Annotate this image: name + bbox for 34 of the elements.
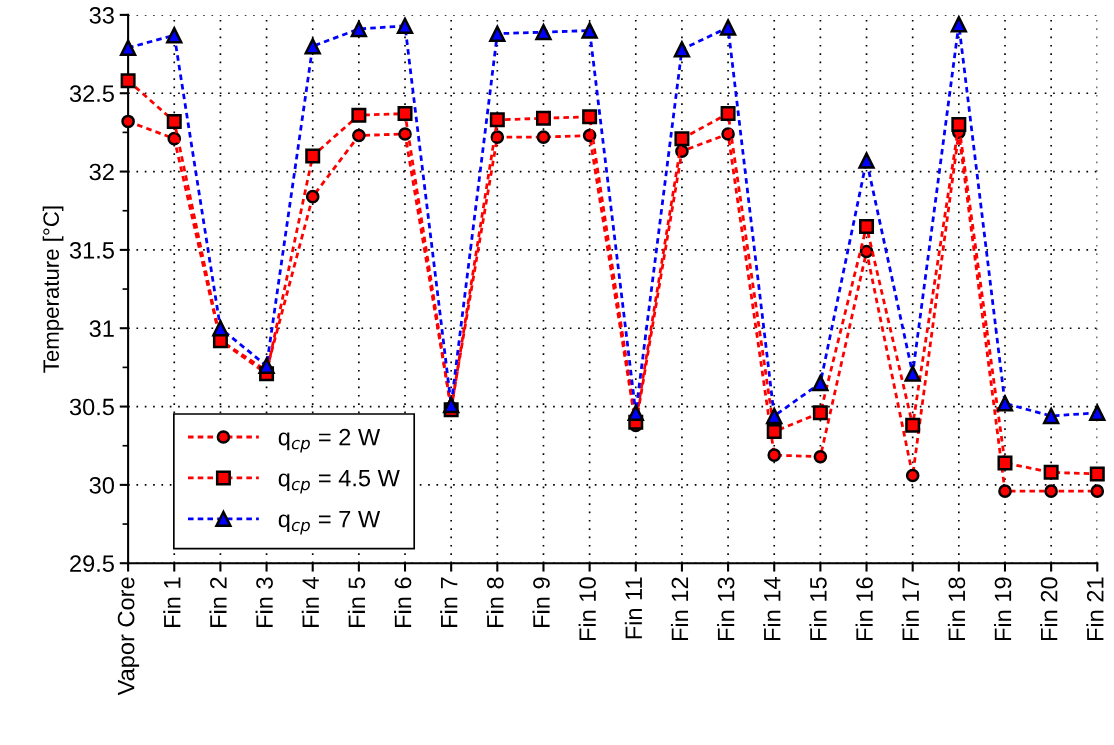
x-tick-label: Fin 21 <box>1086 577 1104 641</box>
x-tick-label: Fin 20 <box>1040 577 1058 641</box>
x-tick-label: Vapor Core <box>117 577 140 696</box>
x-tick-label: Fin 9 <box>532 577 550 627</box>
y-tick-label: 30.5 <box>69 398 114 416</box>
y-tick-label: 33 <box>89 6 114 24</box>
x-tick-label: Fin 3 <box>255 577 273 627</box>
x-tick-label: Fin 16 <box>855 577 873 641</box>
x-tick-label: Fin 4 <box>301 577 319 627</box>
x-tick-label: Fin 6 <box>394 577 412 627</box>
legend-label: q$_{cp}$ = 4.5 W <box>278 469 400 494</box>
x-tick-label: Fin 1 <box>163 577 181 627</box>
y-tick-label: 29.5 <box>70 555 114 573</box>
x-tick-label: Fin 2 <box>209 577 227 627</box>
x-tick-label: Fin 15 <box>809 577 827 641</box>
legend-label: q$_{cp}$ = 7 W <box>278 510 381 535</box>
y-tick-label: 31.5 <box>69 241 114 259</box>
y-tick-label: 31 <box>89 320 114 338</box>
x-tick-label: Fin 13 <box>717 577 735 641</box>
x-tick-label: Fin 14 <box>763 577 781 641</box>
x-tick-label: Fin 17 <box>901 577 919 641</box>
x-tick-label: Fin 5 <box>347 577 366 627</box>
y-tick-label: 32.5 <box>69 85 114 103</box>
x-tick-label: Fin 12 <box>670 577 689 641</box>
x-tick-label: Fin 18 <box>947 577 966 641</box>
x-tick-label: Fin 7 <box>440 577 458 627</box>
x-tick-label: Fin 11 <box>624 577 642 639</box>
x-tick-label: Fin 10 <box>578 577 596 641</box>
x-tick-label: Fin 19 <box>993 577 1012 641</box>
y-axis-title: Temperature [°C] <box>42 206 64 373</box>
x-tick-label: Fin 8 <box>486 577 504 627</box>
y-tick-label: 32 <box>89 163 114 181</box>
legend-label: q$_{cp}$ = 2 W <box>278 428 381 453</box>
y-tick-label: 30 <box>89 476 114 494</box>
